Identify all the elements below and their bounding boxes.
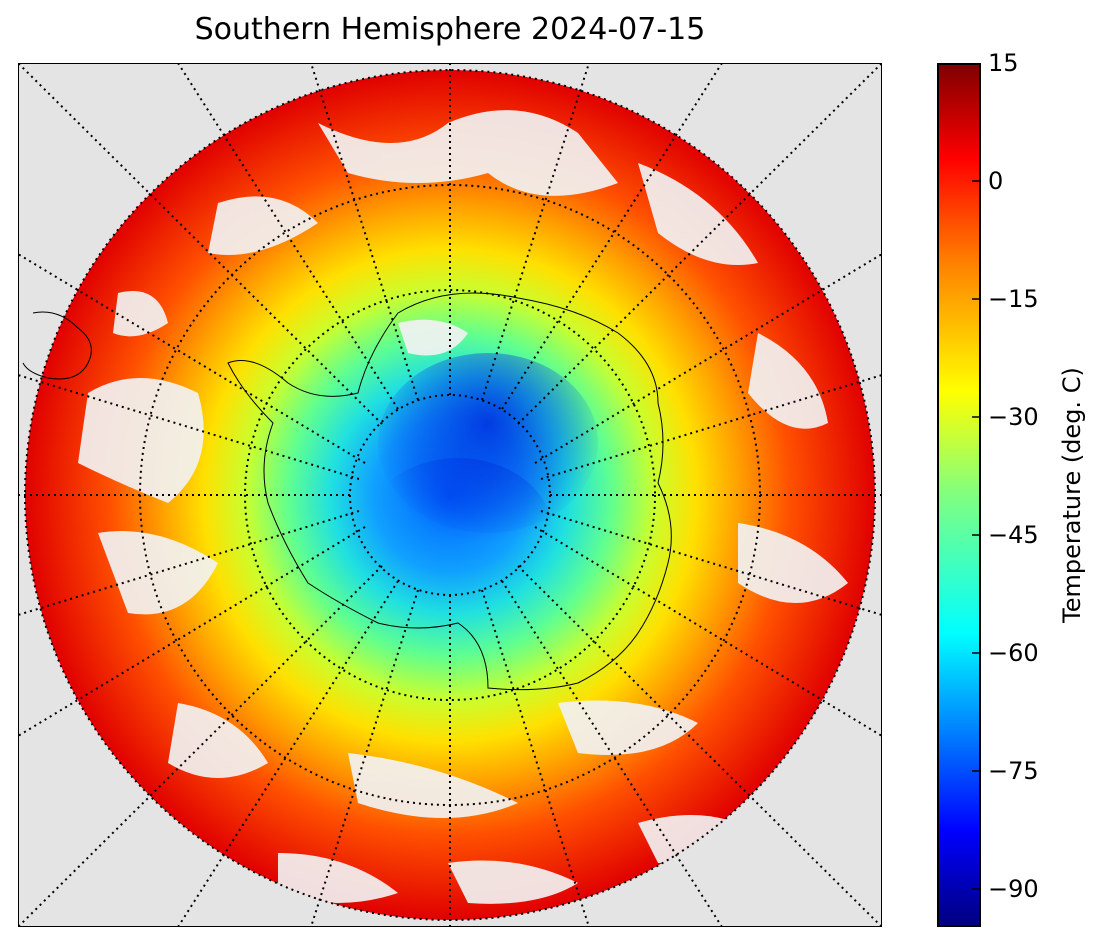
temperature-field (25, 70, 875, 920)
colorbar-tick-label: −15 (988, 285, 1039, 313)
colorbar-tick-label: 15 (988, 49, 1019, 77)
colorbar-label: Temperature (deg. C) (1058, 367, 1086, 623)
map-panel (18, 63, 882, 927)
map-title: Southern Hemisphere 2024-07-15 (194, 12, 706, 47)
colorbar-tick-label: 0 (988, 167, 1004, 195)
colorbar-tick-label: −30 (988, 403, 1039, 431)
antarctica-coastline (227, 292, 672, 691)
south-america-coastline (22, 311, 92, 380)
colorbar-tick-label: −75 (988, 757, 1039, 785)
colorbar-tick-label: −90 (988, 875, 1039, 903)
graticule (18, 63, 882, 927)
colorbar (937, 63, 981, 927)
colorbar-tick-label: −45 (988, 521, 1039, 549)
colorbar-tick-label: −60 (988, 639, 1039, 667)
